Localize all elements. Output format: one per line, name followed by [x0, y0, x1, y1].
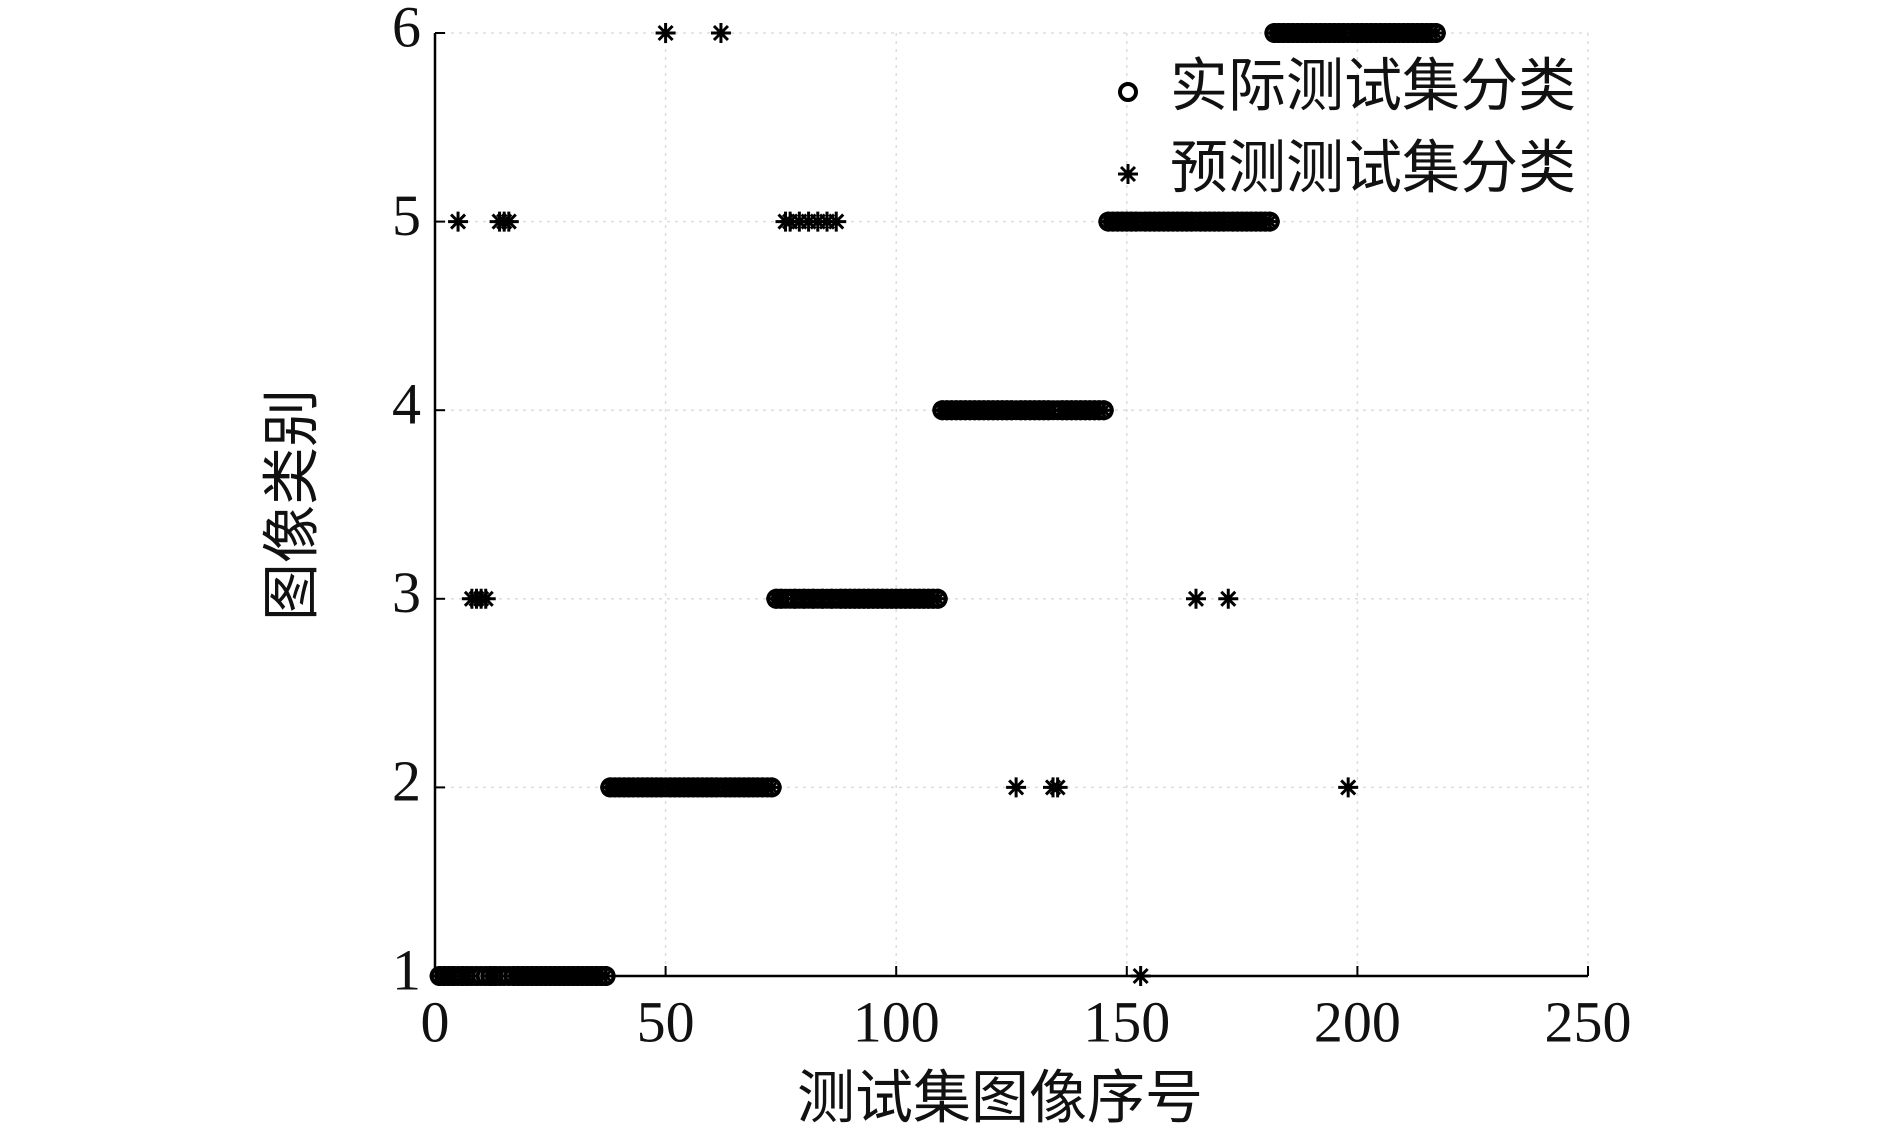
y-tick-label: 4	[392, 372, 421, 437]
x-tick-label: 200	[1314, 989, 1401, 1054]
legend-marker	[1118, 82, 1138, 102]
star-point	[457, 966, 478, 986]
star-point	[484, 966, 505, 986]
x-tick-label: 0	[421, 989, 450, 1054]
star-point	[710, 23, 731, 43]
star-point	[761, 777, 782, 798]
star-point	[1093, 400, 1114, 421]
star-point	[826, 211, 847, 232]
y-axis-label: 图像类别	[259, 389, 324, 621]
y-tick-label: 1	[392, 937, 421, 1002]
legend-label: 实际测试集分类	[1170, 53, 1576, 118]
legend-marker	[1118, 164, 1138, 184]
legend-label: 预测测试集分类	[1170, 135, 1576, 200]
star-point	[1185, 588, 1206, 609]
y-tick-label: 2	[392, 749, 421, 814]
star-point	[927, 588, 948, 609]
y-tick-label: 5	[392, 183, 421, 248]
star-point	[1130, 966, 1151, 986]
star-point	[1218, 588, 1239, 609]
star-point	[1425, 23, 1446, 43]
star-point	[1338, 777, 1359, 798]
star-point	[1006, 777, 1027, 798]
star-point	[475, 588, 496, 609]
star-point	[655, 23, 676, 43]
star-point	[1259, 211, 1280, 232]
x-tick-label: 150	[1083, 989, 1170, 1054]
x-tick-label: 250	[1545, 989, 1632, 1054]
x-axis-label: 测试集图像序号	[797, 1065, 1203, 1130]
star-point	[448, 211, 469, 232]
star-point	[1047, 777, 1068, 798]
x-tick-label: 100	[853, 989, 940, 1054]
x-tick-label: 50	[637, 989, 695, 1054]
star-point	[1038, 400, 1059, 421]
star-point	[770, 588, 791, 609]
star-point	[595, 966, 616, 986]
star-point	[498, 211, 519, 232]
y-tick-label: 3	[392, 560, 421, 625]
y-tick-label: 6	[392, 0, 421, 59]
